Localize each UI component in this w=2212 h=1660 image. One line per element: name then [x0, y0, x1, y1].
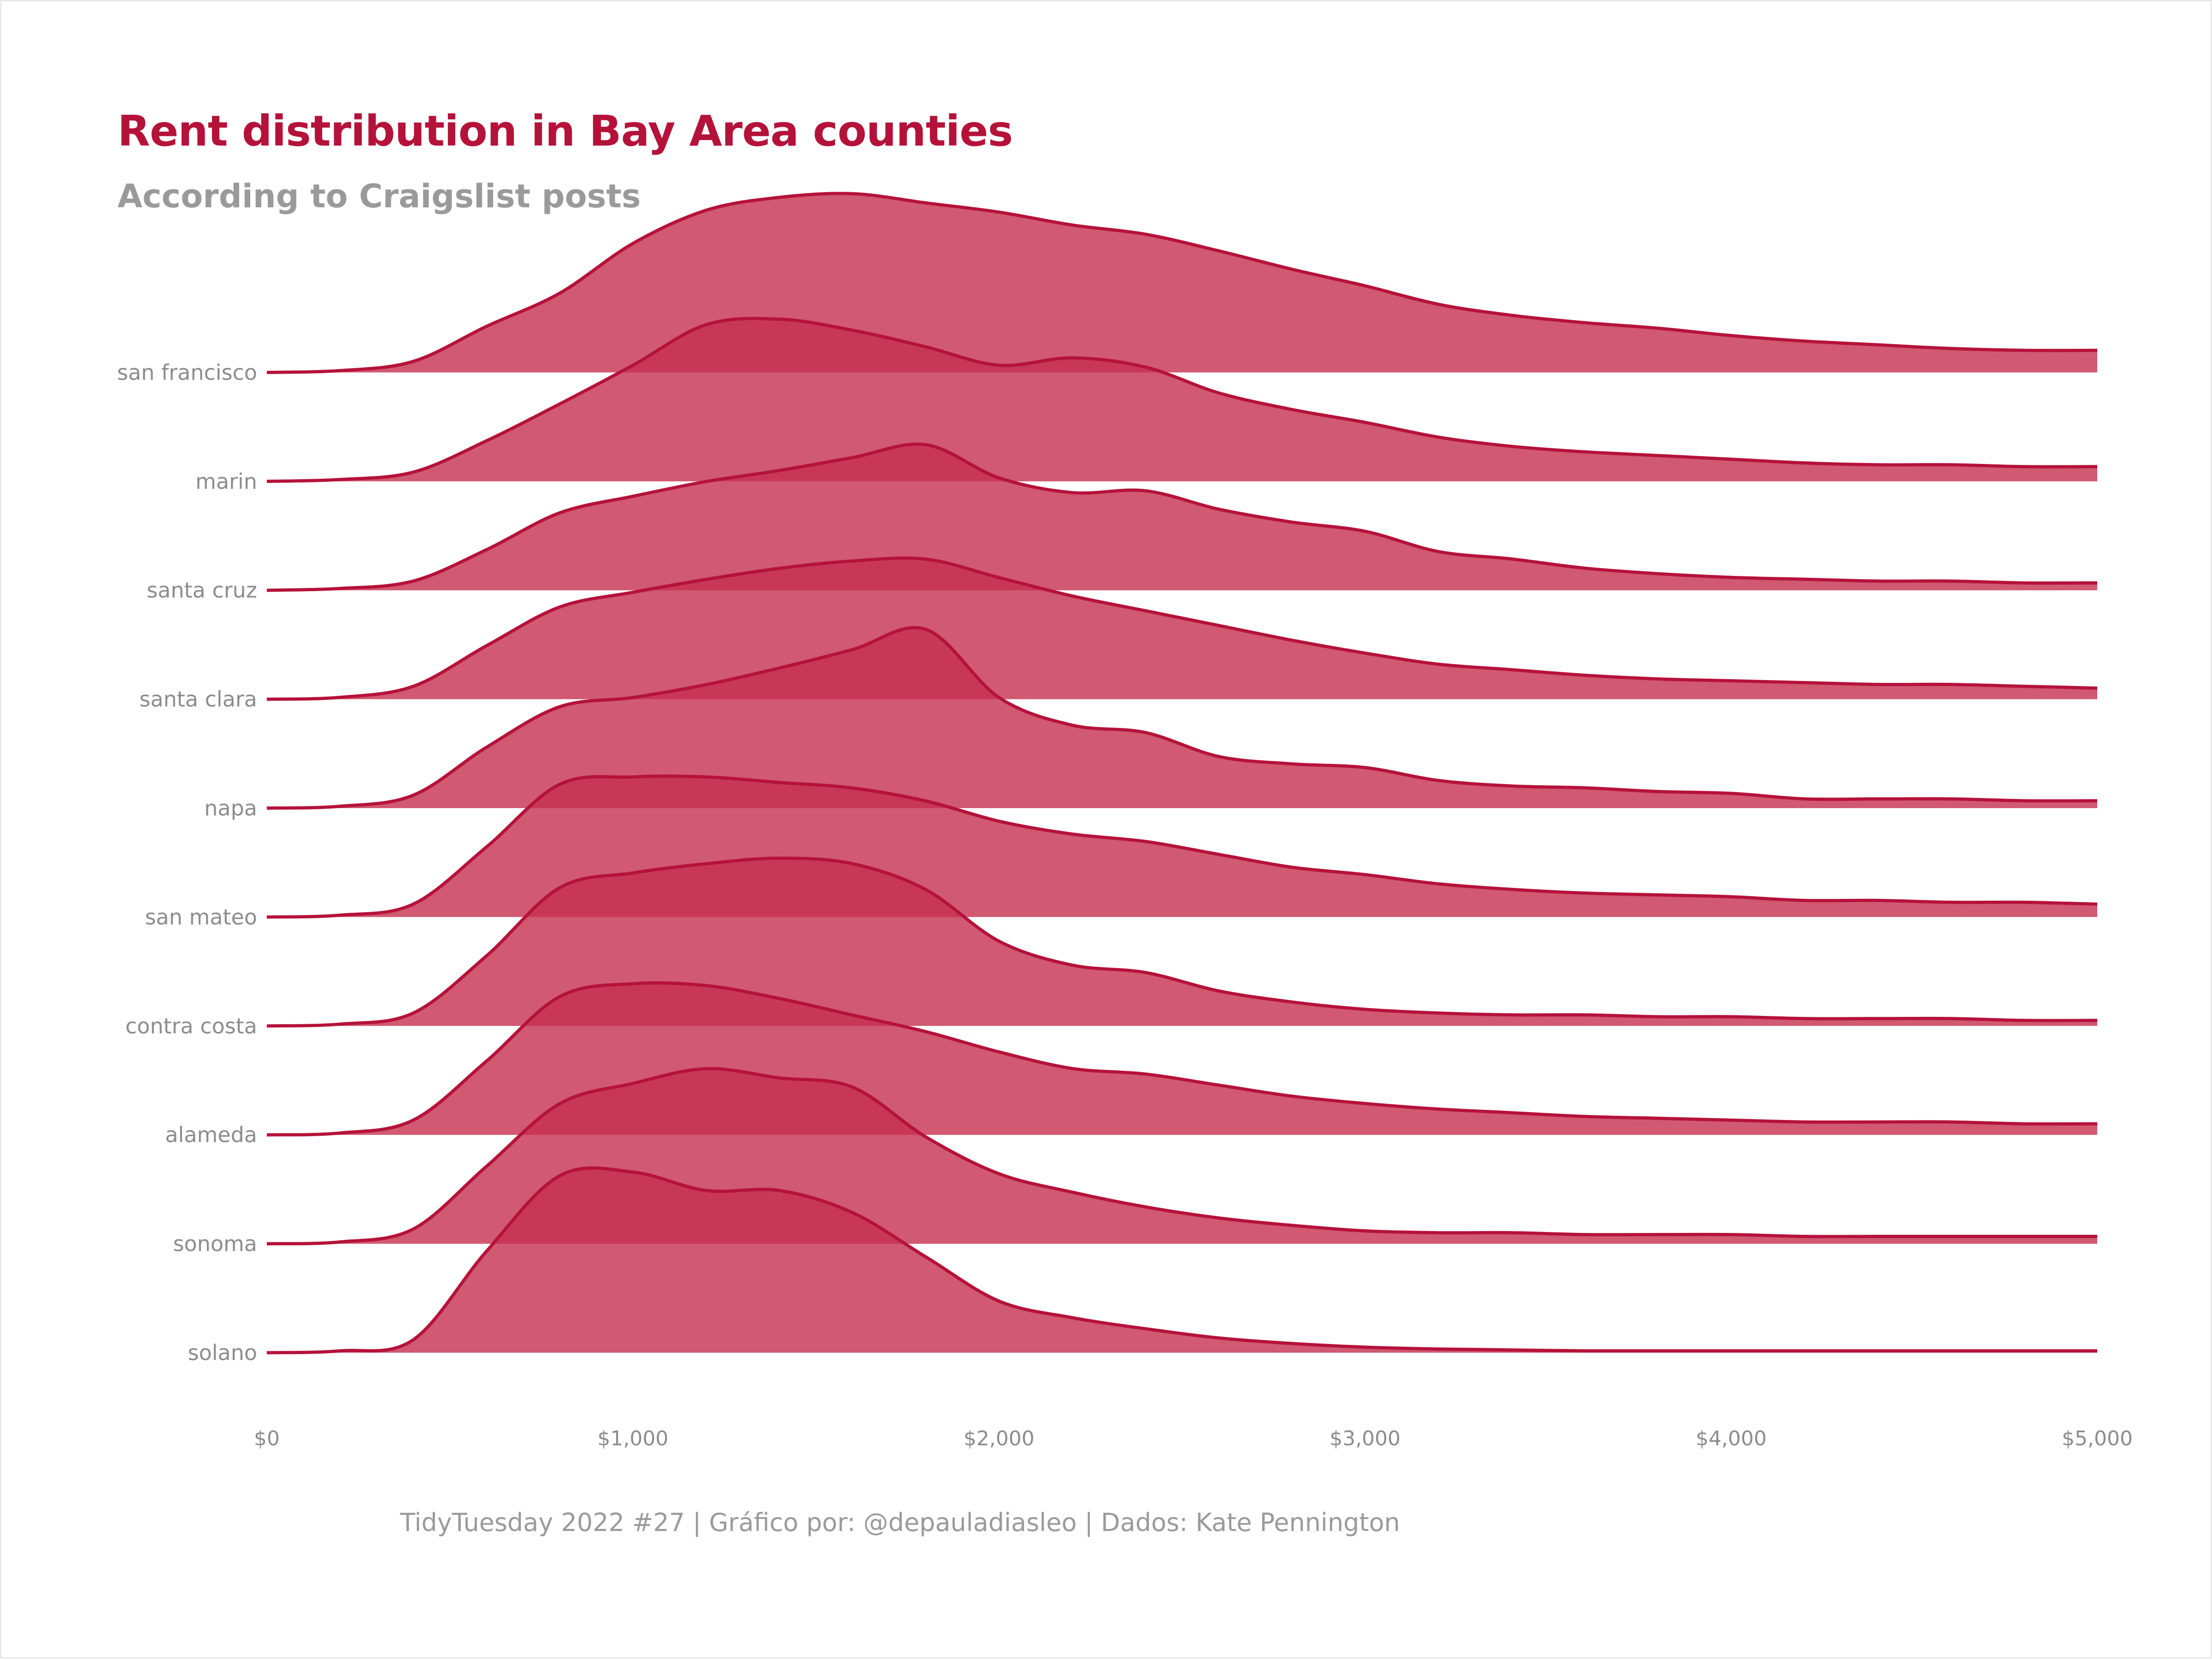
y-label-napa: napa: [204, 796, 257, 821]
x-tick-label: $0: [254, 1427, 280, 1450]
ridge-line-contra-costa: [266, 856, 2098, 1028]
y-label-marin: marin: [195, 469, 257, 494]
ridge-area-napa: [267, 628, 2097, 808]
ridge-line-sonoma: [266, 1067, 2097, 1246]
y-label-santa-cruz: santa cruz: [147, 578, 257, 603]
ridge-line-san-francisco: [266, 192, 2098, 374]
y-label-solano: solano: [188, 1340, 257, 1365]
y-label-san-mateo: san mateo: [145, 904, 257, 929]
ridge-line-napa: [266, 626, 2098, 810]
y-axis-labels: san francisco marin santa cruz santa clara n…: [117, 360, 257, 1365]
x-tick-label: $1,000: [597, 1427, 668, 1450]
y-label-contra-costa: contra costa: [125, 1014, 257, 1038]
ridge-line-santa-cruz: [266, 442, 2098, 592]
x-tick-label: $2,000: [964, 1427, 1035, 1450]
y-label-sonoma: sonoma: [173, 1232, 257, 1256]
ridge-line-marin: [266, 317, 2098, 483]
ridge-line-solano: [266, 1166, 2097, 1355]
y-label-santa-clara: santa clara: [139, 687, 257, 712]
ridge-area-solano: [267, 1168, 2097, 1353]
ridge-area-marin: [267, 318, 2097, 481]
y-label-san-francisco: san francisco: [117, 360, 257, 385]
ridge-line-alameda: [266, 981, 2098, 1137]
ridge-area-san-francisco: [267, 193, 2097, 373]
x-tick-label: $5,000: [2062, 1427, 2133, 1450]
ridge-area-santa-cruz: [267, 444, 2097, 591]
x-tick-label: $4,000: [1696, 1427, 1767, 1450]
chart-title: Rent distribution in Bay Area counties: [118, 106, 1013, 156]
y-label-alameda: alameda: [165, 1122, 257, 1147]
ridge-area-santa-clara: [267, 558, 2097, 699]
chart-caption: TidyTuesday 2022 #27 | Gráfico por: @dep…: [400, 1508, 1400, 1537]
ridge-line-san-mateo: [266, 774, 2098, 919]
ridge-area-contra-costa: [267, 858, 2097, 1026]
ridges-layer: [266, 192, 2098, 1355]
chart-subtitle: According to Craigslist posts: [118, 177, 641, 215]
x-axis-labels: $0 $1,000 $2,000 $3,000 $4,000 $5,000: [254, 1427, 2133, 1450]
x-tick-label: $3,000: [1330, 1427, 1400, 1450]
ridge-line-santa-clara: [266, 556, 2098, 701]
